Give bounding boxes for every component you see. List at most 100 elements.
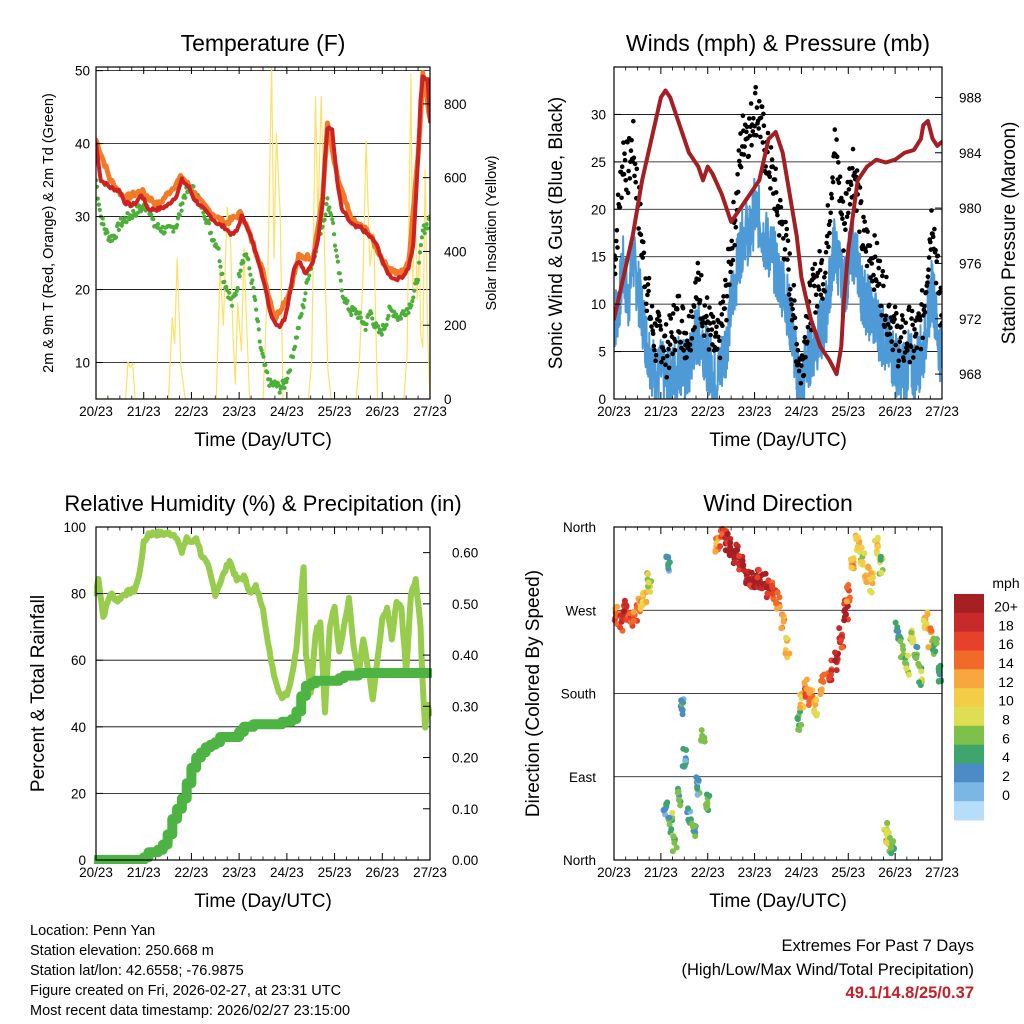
gust-point <box>903 320 908 326</box>
gust-point <box>644 308 650 314</box>
gust-point <box>750 129 756 134</box>
gust-point <box>724 317 729 323</box>
dewpoint-point <box>151 217 156 222</box>
x-axis-label: Time (Day/UTC) <box>194 891 332 912</box>
gust-point <box>861 214 866 220</box>
dewpoint-point <box>247 266 252 271</box>
dewpoint-point <box>324 201 329 207</box>
dewpoint-point <box>216 246 221 251</box>
direction-point <box>683 747 690 753</box>
dewpoint-point <box>416 260 422 265</box>
direction-point <box>669 848 676 855</box>
direction-point <box>928 627 935 634</box>
direction-point <box>797 704 803 711</box>
gust-point <box>898 335 904 340</box>
dewpoint-point <box>208 230 214 235</box>
gust-point <box>788 287 793 292</box>
gust-point <box>709 327 715 332</box>
gust-point <box>687 342 693 347</box>
y2-tick-label: 800 <box>444 97 467 112</box>
direction-point <box>677 802 684 809</box>
dewpoint-point <box>307 273 312 278</box>
gust-point <box>887 302 892 308</box>
dewpoint-point <box>122 216 127 221</box>
gust-point <box>786 267 791 272</box>
gust-point <box>774 209 780 214</box>
gust-point <box>837 174 843 179</box>
direction-point <box>918 668 925 675</box>
y-tick-label: 5 <box>598 345 606 360</box>
gust-point <box>810 266 815 272</box>
gust-point <box>829 191 834 197</box>
colorbar-swatch <box>954 707 984 727</box>
gust-point <box>872 233 877 238</box>
direction-point <box>901 659 908 666</box>
gust-point <box>742 144 747 149</box>
y-tick-label: 20 <box>71 786 86 801</box>
gust-point <box>844 191 849 196</box>
gust-point <box>754 133 759 138</box>
dewpoint-point <box>410 298 415 304</box>
gust-point <box>720 299 726 305</box>
dewpoint-point <box>398 316 403 321</box>
created-text: Figure created on Fri, 2026-02-27, at 23… <box>30 983 342 999</box>
gust-point <box>883 313 889 319</box>
gust-point <box>668 316 674 321</box>
gust-point <box>713 330 719 336</box>
gust-point <box>673 339 678 344</box>
direction-point <box>673 844 680 851</box>
gust-point <box>901 358 907 363</box>
gust-point <box>839 195 844 201</box>
gust-point <box>625 139 630 145</box>
gust-point <box>632 161 638 167</box>
gust-point <box>920 335 925 341</box>
direction-point <box>832 649 838 656</box>
gust-point <box>728 269 733 275</box>
direction-point <box>924 611 931 618</box>
y2-tick-label: 0 <box>444 392 452 407</box>
direction-point <box>679 711 686 718</box>
dewpoint-point <box>134 213 139 218</box>
gust-point <box>790 306 795 312</box>
direction-point <box>817 691 824 698</box>
gust-point <box>865 229 870 234</box>
gust-point <box>719 312 725 317</box>
gust-point <box>896 358 901 364</box>
direction-point <box>755 566 762 573</box>
direction-point <box>925 644 932 651</box>
gust-point <box>660 356 666 361</box>
gust-point <box>925 274 931 280</box>
direction-point <box>907 634 914 641</box>
gust-point <box>766 170 772 175</box>
direction-point <box>733 541 740 548</box>
colorbar-swatch <box>954 594 984 614</box>
gust-point <box>827 219 833 224</box>
direction-point <box>662 806 669 813</box>
gust-point <box>614 257 619 262</box>
direction-point <box>853 534 860 541</box>
humidity-line <box>94 528 432 731</box>
colorbar-swatch <box>954 688 984 708</box>
panel-2: Winds (mph) & Pressure (mb) 20/23 21/23 22/… <box>546 30 1020 451</box>
gust-point <box>912 327 917 332</box>
y-tick-label: East <box>569 770 596 785</box>
gust-point <box>935 253 941 259</box>
gust-point <box>922 310 928 315</box>
direction-point <box>820 678 827 685</box>
dewpoint-point <box>110 238 115 243</box>
gust-point <box>706 347 712 352</box>
panel-title: Winds (mph) & Pressure (mb) <box>626 30 930 56</box>
gust-point <box>892 304 898 310</box>
gust-point <box>749 142 754 148</box>
gust-point <box>823 249 829 255</box>
gust-point <box>744 129 749 135</box>
direction-point <box>675 796 682 803</box>
gust-point <box>623 178 628 183</box>
direction-point <box>883 839 890 846</box>
gust-point <box>850 146 856 152</box>
direction-point <box>794 715 801 722</box>
direction-point <box>778 625 785 632</box>
dewpoint-point <box>218 264 223 269</box>
dewpoint-point <box>338 278 343 283</box>
direction-point <box>804 676 810 683</box>
